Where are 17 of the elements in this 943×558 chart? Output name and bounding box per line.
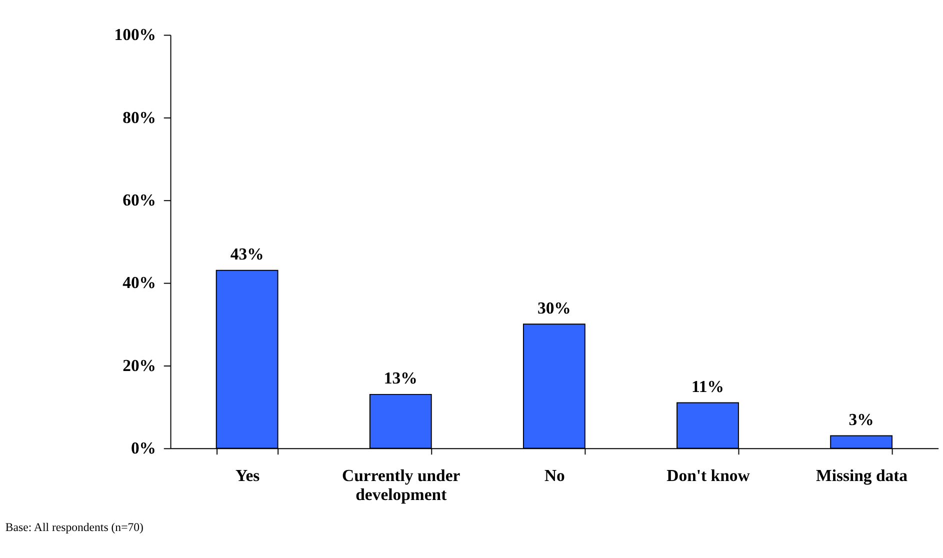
y-tick-label: 0% xyxy=(130,438,156,458)
y-tick-label: 60% xyxy=(122,190,156,210)
data-label: 11% xyxy=(691,376,724,396)
x-tick-label: Currently under development xyxy=(342,466,461,504)
x-tick-label: Missing data xyxy=(816,466,908,486)
x-tick-label: Don't know xyxy=(666,466,750,486)
y-tick-label: 100% xyxy=(114,25,156,44)
data-label: 30% xyxy=(537,298,571,318)
data-label: 13% xyxy=(384,368,418,388)
data-label: 3% xyxy=(848,410,874,429)
y-tick-label: 20% xyxy=(122,356,156,375)
x-tick-label: No xyxy=(544,466,565,486)
text: Base: All respondents (n=70) xyxy=(5,520,144,534)
y-tick-label: 40% xyxy=(122,273,156,292)
data-label: 43% xyxy=(230,244,264,264)
y-tick-label: 80% xyxy=(122,108,156,127)
x-tick-label: Yes xyxy=(235,466,260,486)
